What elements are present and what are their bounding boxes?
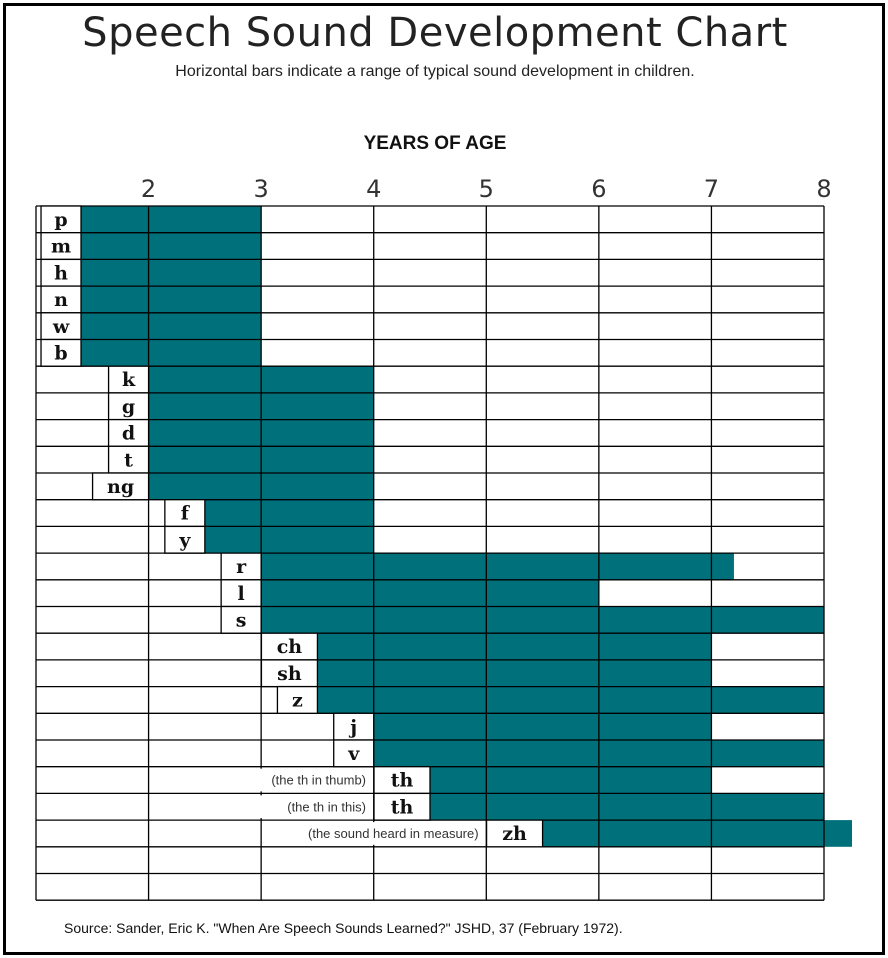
bar-ch [317, 633, 712, 660]
sound-label-box [485, 819, 544, 848]
bar-p [81, 206, 262, 233]
sound-label-box [276, 685, 319, 714]
bar-y [204, 526, 374, 554]
chart-title: Speech Sound Development Chart [82, 10, 788, 56]
sound-label: v [347, 743, 360, 765]
sound-label-box [40, 258, 82, 287]
sound-label: t [124, 449, 133, 471]
bar-s [261, 606, 825, 634]
sound-label: j [348, 716, 357, 738]
bar-z [317, 686, 824, 714]
note-bg [242, 795, 370, 819]
sound-label-box [333, 712, 375, 741]
bar-f [204, 499, 374, 527]
sound-label-box [220, 605, 262, 634]
sound-label: ng [107, 476, 134, 498]
bar-w [81, 312, 262, 340]
sound-label-box [260, 659, 319, 688]
sound-label: s [236, 610, 247, 632]
sound-label: y [178, 529, 191, 551]
bar-n [81, 286, 262, 313]
sound-label: n [54, 289, 68, 311]
sound-label: zh [502, 823, 527, 845]
bar-l [261, 579, 599, 607]
sound-label-box [91, 472, 150, 501]
chart-subtitle: Horizontal bars indicate a range of typi… [175, 63, 695, 80]
sound-label: z [292, 690, 303, 712]
sound-label: f [181, 503, 191, 525]
sound-label-box [220, 552, 262, 581]
note-bg [235, 768, 370, 792]
sound-label-box [220, 579, 262, 608]
sound-label-box [107, 445, 150, 474]
bar-b [81, 339, 262, 367]
sound-label-box [40, 232, 82, 261]
sound-label: sh [277, 663, 302, 685]
sound-label: h [54, 262, 68, 284]
sound-label-box [333, 739, 375, 768]
sound-label: w [52, 316, 70, 338]
bar-h [81, 259, 262, 287]
sound-label: k [122, 369, 136, 391]
bar-th [430, 793, 824, 821]
sound-label-box [164, 499, 206, 528]
sound-label: th [391, 770, 414, 792]
bar-m [81, 232, 262, 260]
sound-note: (the th in this) [287, 799, 366, 814]
x-tick-label: 2 [141, 175, 156, 203]
sound-label: m [51, 236, 71, 258]
sound-label-box [107, 418, 150, 447]
sound-label: g [122, 396, 135, 418]
sound-label: r [236, 556, 247, 578]
x-tick-label: 4 [366, 175, 381, 203]
sound-label: p [54, 209, 67, 231]
sound-label-box [40, 205, 82, 234]
sound-label-box [164, 525, 206, 554]
sound-label-box [260, 632, 319, 661]
sound-note: (the th in thumb) [271, 773, 366, 788]
x-tick-label: 7 [704, 175, 719, 203]
bar-j [373, 713, 712, 740]
x-tick-label: 3 [254, 175, 269, 203]
sound-label: ch [277, 636, 303, 658]
bar-sh [317, 659, 712, 687]
bar-zh [542, 820, 852, 847]
note-bg [268, 822, 483, 845]
sound-label-box [107, 392, 150, 421]
sound-label: th [391, 796, 414, 818]
x-tick-label: 5 [479, 175, 494, 203]
bar-th [430, 766, 712, 794]
x-tick-label: 6 [591, 175, 606, 203]
sound-label: b [54, 343, 67, 365]
sound-note: (the sound heard in measure) [308, 826, 479, 841]
x-axis-title: YEARS OF AGE [364, 133, 507, 154]
x-tick-label: 8 [816, 175, 831, 203]
sound-label: d [122, 423, 135, 445]
sound-label-box [40, 338, 82, 367]
sound-label: l [238, 583, 245, 605]
sound-label-box [373, 792, 431, 821]
source-citation: Source: Sander, Eric K. "When Are Speech… [64, 920, 623, 936]
bar-r [261, 553, 734, 580]
